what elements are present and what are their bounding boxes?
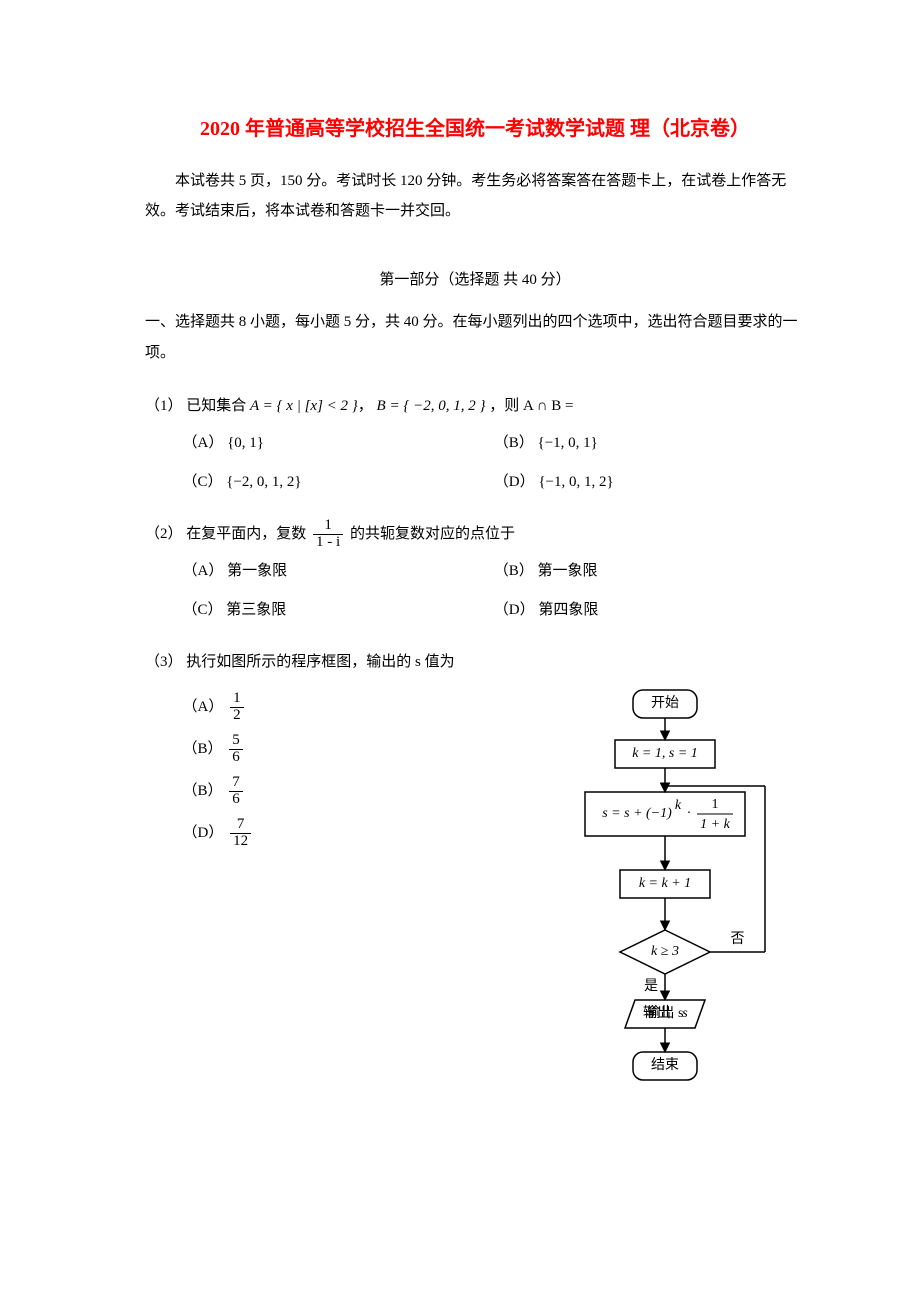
- question-1: （1） 已知集合 A = { x | [x] < 2 }， B = { −2, …: [145, 388, 805, 502]
- svg-text:输出: 输出: [643, 1005, 671, 1021]
- q2-choice-B: （B） 第一象限: [494, 552, 805, 591]
- svg-text:开始: 开始: [651, 695, 679, 711]
- svg-text:s = s + (−1): s = s + (−1): [602, 806, 672, 821]
- frac-num: 5: [229, 733, 243, 749]
- q2-choice-C: （C） 第三象限: [183, 591, 494, 630]
- choice-label: （C）: [183, 602, 223, 618]
- q1-choice-C: （C） {−2, 0, 1, 2}: [183, 463, 494, 502]
- q3-choice-D: （D） 7 12: [183, 812, 566, 854]
- q1-choices: （A） {0, 1} （B） {−1, 0, 1} （C） {−2, 0, 1,…: [145, 424, 805, 502]
- frac-num: 7: [229, 775, 243, 791]
- choice-label: （A）: [183, 435, 224, 451]
- choice-label: （D）: [494, 474, 535, 490]
- choice-value: 第一象限: [227, 563, 287, 579]
- section-header: 第一部分（选择题 共 40 分）: [145, 266, 805, 295]
- svg-text:k: k: [675, 798, 682, 813]
- svg-text:k = 1, s = 1: k = 1, s = 1: [632, 746, 698, 761]
- page-title: 2020 年普通高等学校招生全国统一考试数学试题 理（北京卷）: [145, 110, 805, 148]
- svg-text:·: ·: [687, 806, 692, 821]
- frac-num: 1: [230, 691, 244, 707]
- choice-value: 第一象限: [538, 563, 598, 579]
- svg-text:1 + k: 1 + k: [700, 817, 730, 832]
- choice-label: （D）: [494, 602, 535, 618]
- frac-den: 12: [230, 833, 251, 850]
- q2-choice-D: （D） 第四象限: [494, 591, 805, 630]
- svg-text:k = k + 1: k = k + 1: [639, 876, 691, 891]
- q1-stem-post: ，则 A ∩ B =: [489, 398, 573, 414]
- q2-fraction: 1 1 - i: [313, 518, 343, 551]
- frac-den: 6: [229, 749, 243, 766]
- choice-label: （B）: [494, 563, 534, 579]
- q1-choice-B: （B） {−1, 0, 1}: [494, 424, 805, 463]
- choice-frac: 7 6: [229, 775, 243, 808]
- svg-text:s: s: [682, 1006, 688, 1021]
- q3-number: （3）: [145, 654, 183, 670]
- q3-choice-A: （A） 1 2: [183, 686, 566, 728]
- q1-sep: ，: [358, 398, 373, 414]
- intro-paragraph: 本试卷共 5 页，150 分。考试时长 120 分钟。考生务必将答案答在答题卡上…: [145, 166, 805, 226]
- frac-den: 2: [230, 707, 244, 724]
- choice-label: （D）: [183, 825, 224, 841]
- frac-num: 7: [230, 817, 251, 833]
- choice-frac: 1 2: [230, 691, 244, 724]
- choice-value: {−2, 0, 1, 2}: [226, 474, 301, 490]
- frac-num: 1: [313, 518, 343, 534]
- q2-choice-A: （A） 第一象限: [183, 552, 494, 591]
- choice-label: （B）: [183, 783, 223, 799]
- choice-label: （A）: [183, 563, 224, 579]
- choice-value: {0, 1}: [227, 435, 264, 451]
- q3-choices-col: （A） 1 2 （B） 5 6 （B） 7 6: [145, 686, 565, 854]
- q3-choice-B1: （B） 5 6: [183, 728, 566, 770]
- svg-text:是: 是: [644, 979, 658, 994]
- q1-number: （1）: [145, 398, 183, 414]
- choice-frac: 5 6: [229, 733, 243, 766]
- svg-text:k ≥ 3: k ≥ 3: [651, 944, 679, 959]
- q1-choice-D: （D） {−1, 0, 1, 2}: [494, 463, 805, 502]
- choice-label: （C）: [183, 474, 223, 490]
- instructions: 一、选择题共 8 小题，每小题 5 分，共 40 分。在每小题列出的四个选项中，…: [145, 307, 805, 370]
- choice-label: （B）: [494, 435, 534, 451]
- svg-text:1: 1: [712, 797, 719, 812]
- choice-value: {−1, 0, 1}: [538, 435, 598, 451]
- q1-choice-A: （A） {0, 1}: [183, 424, 494, 463]
- question-2: （2） 在复平面内，复数 1 1 - i 的共轭复数对应的点位于 （A） 第一象…: [145, 516, 805, 630]
- frac-den: 1 - i: [313, 534, 343, 551]
- q2-stem-post: 的共轭复数对应的点位于: [350, 526, 515, 542]
- flowchart-svg: 开始 k = 1, s = 1 k = k + 1 k ≥ 3 输出 s 结束 s = s …: [565, 686, 785, 1116]
- choice-frac: 7 12: [230, 817, 251, 850]
- q2-stem-pre: 在复平面内，复数: [186, 526, 306, 542]
- q1-stem-pre: 已知集合: [186, 398, 250, 414]
- svg-text:否: 否: [731, 932, 745, 947]
- q2-choices: （A） 第一象限 （B） 第一象限 （C） 第三象限 （D） 第四象限: [145, 552, 805, 630]
- q3-choices: （A） 1 2 （B） 5 6 （B） 7 6: [145, 686, 565, 854]
- choice-value: {−1, 0, 1, 2}: [538, 474, 613, 490]
- q1-set-A: A = { x | [x] < 2 }: [250, 398, 358, 414]
- q2-number: （2）: [145, 526, 183, 542]
- q1-set-B: B = { −2, 0, 1, 2 }: [377, 398, 486, 414]
- choice-label: （B）: [183, 741, 223, 757]
- frac-den: 6: [229, 791, 243, 808]
- q3-choice-B2: （B） 7 6: [183, 770, 566, 812]
- q3-layout: （A） 1 2 （B） 5 6 （B） 7 6: [145, 686, 805, 1116]
- question-3: （3） 执行如图所示的程序框图，输出的 s 值为: [145, 644, 805, 680]
- choice-value: 第四象限: [538, 602, 598, 618]
- q3-stem: 执行如图所示的程序框图，输出的 s 值为: [186, 654, 454, 670]
- svg-text:结束: 结束: [651, 1057, 679, 1073]
- flowchart: 开始 k = 1, s = 1 k = k + 1 k ≥ 3 输出 s 结束 s = s …: [565, 686, 805, 1116]
- choice-value: 第三象限: [226, 602, 286, 618]
- choice-label: （A）: [183, 699, 224, 715]
